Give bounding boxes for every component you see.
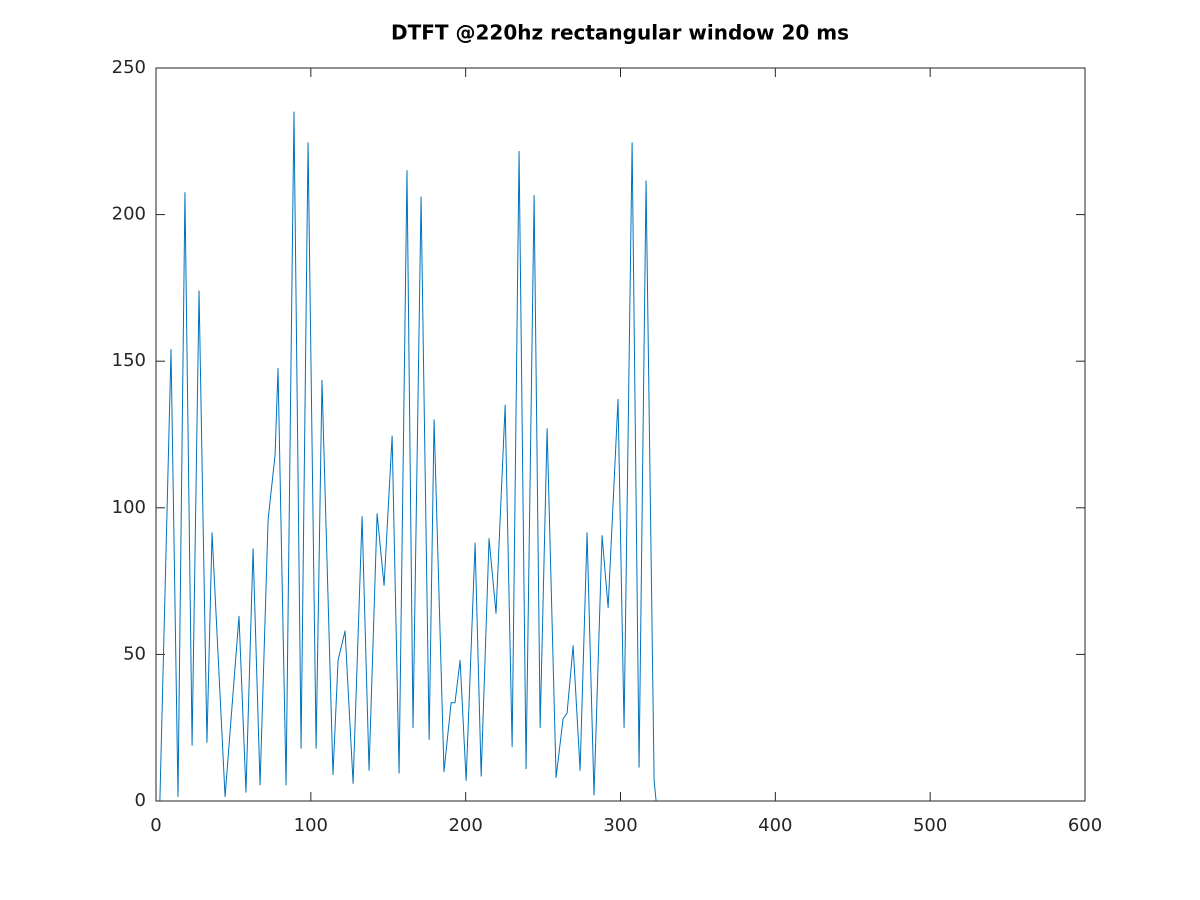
y-tick-label: 150 — [112, 350, 146, 371]
plot-frame — [155, 67, 1086, 802]
y-tick-label: 100 — [112, 497, 146, 518]
line-series — [156, 111, 1084, 802]
x-tick-label: 500 — [913, 815, 947, 836]
x-tick-label: 600 — [1068, 815, 1102, 836]
x-tick-label: 200 — [448, 815, 482, 836]
y-tick-label: 250 — [112, 57, 146, 78]
x-tick-label: 0 — [150, 815, 161, 836]
x-tick-label: 400 — [758, 815, 792, 836]
y-tick-label: 0 — [135, 790, 146, 811]
chart-title: DTFT @220hz rectangular window 20 ms — [391, 21, 849, 45]
y-tick-label: 200 — [112, 204, 146, 225]
y-tick-label: 50 — [123, 643, 146, 664]
x-tick-label: 100 — [294, 815, 328, 836]
x-tick-label: 300 — [603, 815, 637, 836]
